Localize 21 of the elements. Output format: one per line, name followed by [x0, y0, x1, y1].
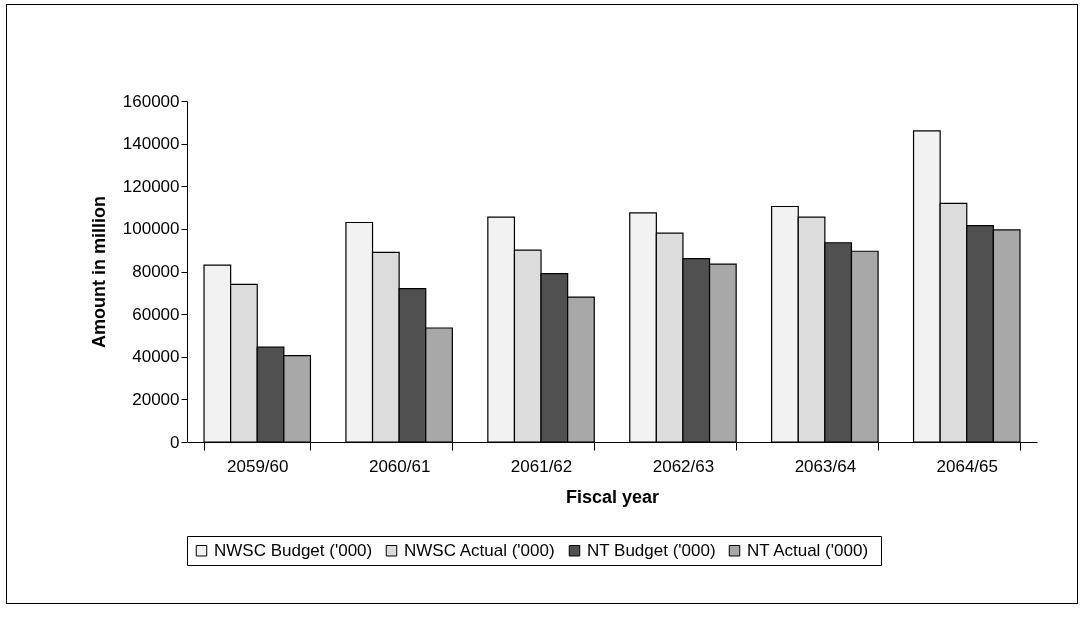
y-tick-label: 0	[170, 432, 180, 452]
y-tick-label: 160000	[122, 91, 180, 111]
legend-label: NWSC Budget ('000)	[214, 540, 373, 560]
x-tick-label: 2064/65	[936, 456, 998, 476]
x-tick-label: 2059/60	[227, 456, 289, 476]
y-tick-label: 80000	[132, 262, 180, 281]
y-tick-label: 120000	[122, 176, 180, 196]
y-axis-title: Amount in million	[88, 196, 109, 348]
y-tick-label: 140000	[122, 134, 180, 154]
y-tick-label: 60000	[132, 304, 180, 324]
legend-label: NT Actual ('000)	[747, 540, 869, 560]
x-tick-label: 2063/64	[794, 456, 857, 476]
x-tick-label: 2062/63	[652, 456, 715, 476]
y-tick-label: 100000	[122, 219, 180, 239]
x-tick-label: 2060/61	[368, 456, 431, 476]
legend-label: NT Budget ('000)	[587, 540, 716, 560]
y-tick-label: 20000	[132, 389, 180, 409]
x-tick-label: 2061/62	[510, 456, 573, 476]
x-axis-title: Fiscal year	[565, 486, 660, 507]
legend-label: NWSC Actual ('000)	[404, 540, 555, 560]
y-tick-label: 40000	[132, 347, 180, 367]
